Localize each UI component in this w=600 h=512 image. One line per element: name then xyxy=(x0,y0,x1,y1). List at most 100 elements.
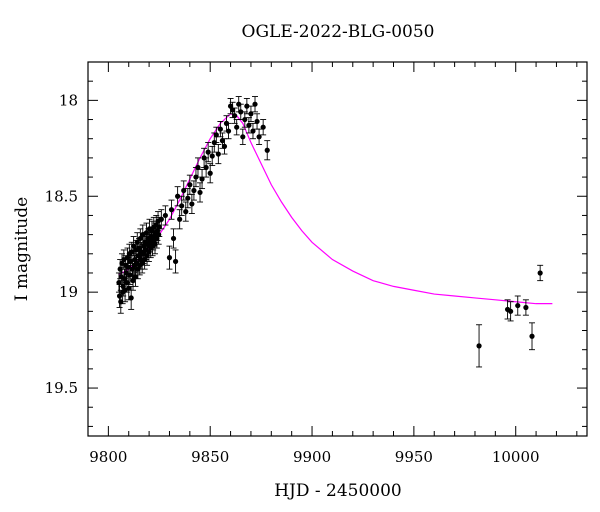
data-point xyxy=(166,255,173,261)
data-point xyxy=(185,195,191,201)
data-point xyxy=(515,302,521,309)
y-tick-label: 19 xyxy=(59,283,78,301)
data-point xyxy=(523,304,529,311)
model-curve xyxy=(118,113,553,305)
data-point xyxy=(193,174,199,180)
chart-title: OGLE-2022-BLG-0050 xyxy=(242,22,435,42)
data-point xyxy=(125,264,131,270)
data-point xyxy=(199,176,205,182)
data-point xyxy=(135,253,142,259)
data-point xyxy=(127,258,134,265)
data-point xyxy=(179,203,185,209)
error-bars xyxy=(115,96,544,368)
data-point xyxy=(139,260,145,266)
data-point xyxy=(136,245,142,251)
data-point xyxy=(215,151,221,157)
data-point xyxy=(187,182,193,188)
data-point xyxy=(189,201,195,207)
data-point xyxy=(126,285,132,291)
y-axis-label: I magnitude xyxy=(12,197,32,301)
data-point xyxy=(219,138,226,144)
data-point xyxy=(177,216,183,222)
y-tick-label: 19.5 xyxy=(45,379,78,397)
data-point xyxy=(118,299,124,305)
data-point xyxy=(230,107,236,113)
data-point xyxy=(234,124,240,130)
data-point xyxy=(476,343,482,349)
data-point xyxy=(213,132,219,138)
data-point xyxy=(168,207,175,213)
data-point xyxy=(143,230,150,236)
data-point xyxy=(181,187,187,194)
data-point xyxy=(124,279,130,286)
data-point xyxy=(236,101,242,107)
data-point xyxy=(227,103,234,109)
data-point xyxy=(152,241,158,247)
x-tick-label: 9950 xyxy=(395,448,433,466)
data-points xyxy=(116,101,543,349)
data-point xyxy=(129,249,135,255)
data-point xyxy=(132,274,139,280)
data-point xyxy=(250,128,256,134)
data-point xyxy=(116,293,123,299)
data-point xyxy=(170,235,177,242)
data-point xyxy=(240,134,246,140)
data-point xyxy=(117,266,123,272)
data-point xyxy=(183,209,189,215)
data-point xyxy=(172,258,179,265)
data-point xyxy=(201,155,207,161)
x-tick-label: 9800 xyxy=(89,448,127,466)
data-point xyxy=(156,232,162,238)
data-point xyxy=(162,212,168,219)
data-point xyxy=(191,187,197,194)
data-point xyxy=(246,122,252,128)
data-point xyxy=(260,124,266,130)
x-tick-label: 10000 xyxy=(492,448,540,466)
data-point xyxy=(232,113,238,119)
data-point xyxy=(137,235,143,242)
data-point xyxy=(244,103,250,109)
data-point xyxy=(508,308,514,314)
data-point xyxy=(203,164,209,171)
data-point xyxy=(242,116,248,123)
data-point xyxy=(121,276,128,282)
data-point xyxy=(248,111,254,117)
data-point xyxy=(134,239,140,245)
data-point xyxy=(238,109,244,115)
y-tick-label: 18 xyxy=(59,91,78,109)
data-point xyxy=(197,189,203,196)
data-point xyxy=(221,143,228,149)
data-point xyxy=(128,295,134,301)
data-point xyxy=(256,134,262,140)
data-point xyxy=(225,128,232,134)
data-point xyxy=(116,279,122,286)
data-point xyxy=(175,193,181,199)
data-point xyxy=(127,272,133,278)
x-tick-label: 9850 xyxy=(191,448,229,466)
y-tick-labels: 18 18.5 19 19.5 xyxy=(45,91,78,397)
data-point xyxy=(130,278,136,284)
x-tick-labels: 9800 9850 9900 9950 10000 xyxy=(89,448,539,466)
data-point xyxy=(264,147,270,153)
data-point xyxy=(537,270,543,276)
data-point xyxy=(205,149,211,155)
x-axis-label: HJD - 2450000 xyxy=(274,481,402,501)
y-tick-label: 18.5 xyxy=(45,187,78,205)
data-point xyxy=(217,126,223,132)
data-point xyxy=(158,216,164,222)
data-point xyxy=(211,139,217,146)
data-point xyxy=(209,153,215,159)
data-point xyxy=(223,120,230,126)
plot-frame xyxy=(87,61,588,437)
data-point xyxy=(156,224,162,230)
data-point xyxy=(142,256,148,263)
data-point xyxy=(529,333,535,339)
data-point xyxy=(195,164,201,171)
data-point xyxy=(252,101,258,107)
x-tick-label: 9900 xyxy=(293,448,331,466)
data-point xyxy=(131,243,137,249)
data-point xyxy=(254,118,260,125)
data-point xyxy=(207,170,213,176)
axis-ticks xyxy=(88,61,587,436)
